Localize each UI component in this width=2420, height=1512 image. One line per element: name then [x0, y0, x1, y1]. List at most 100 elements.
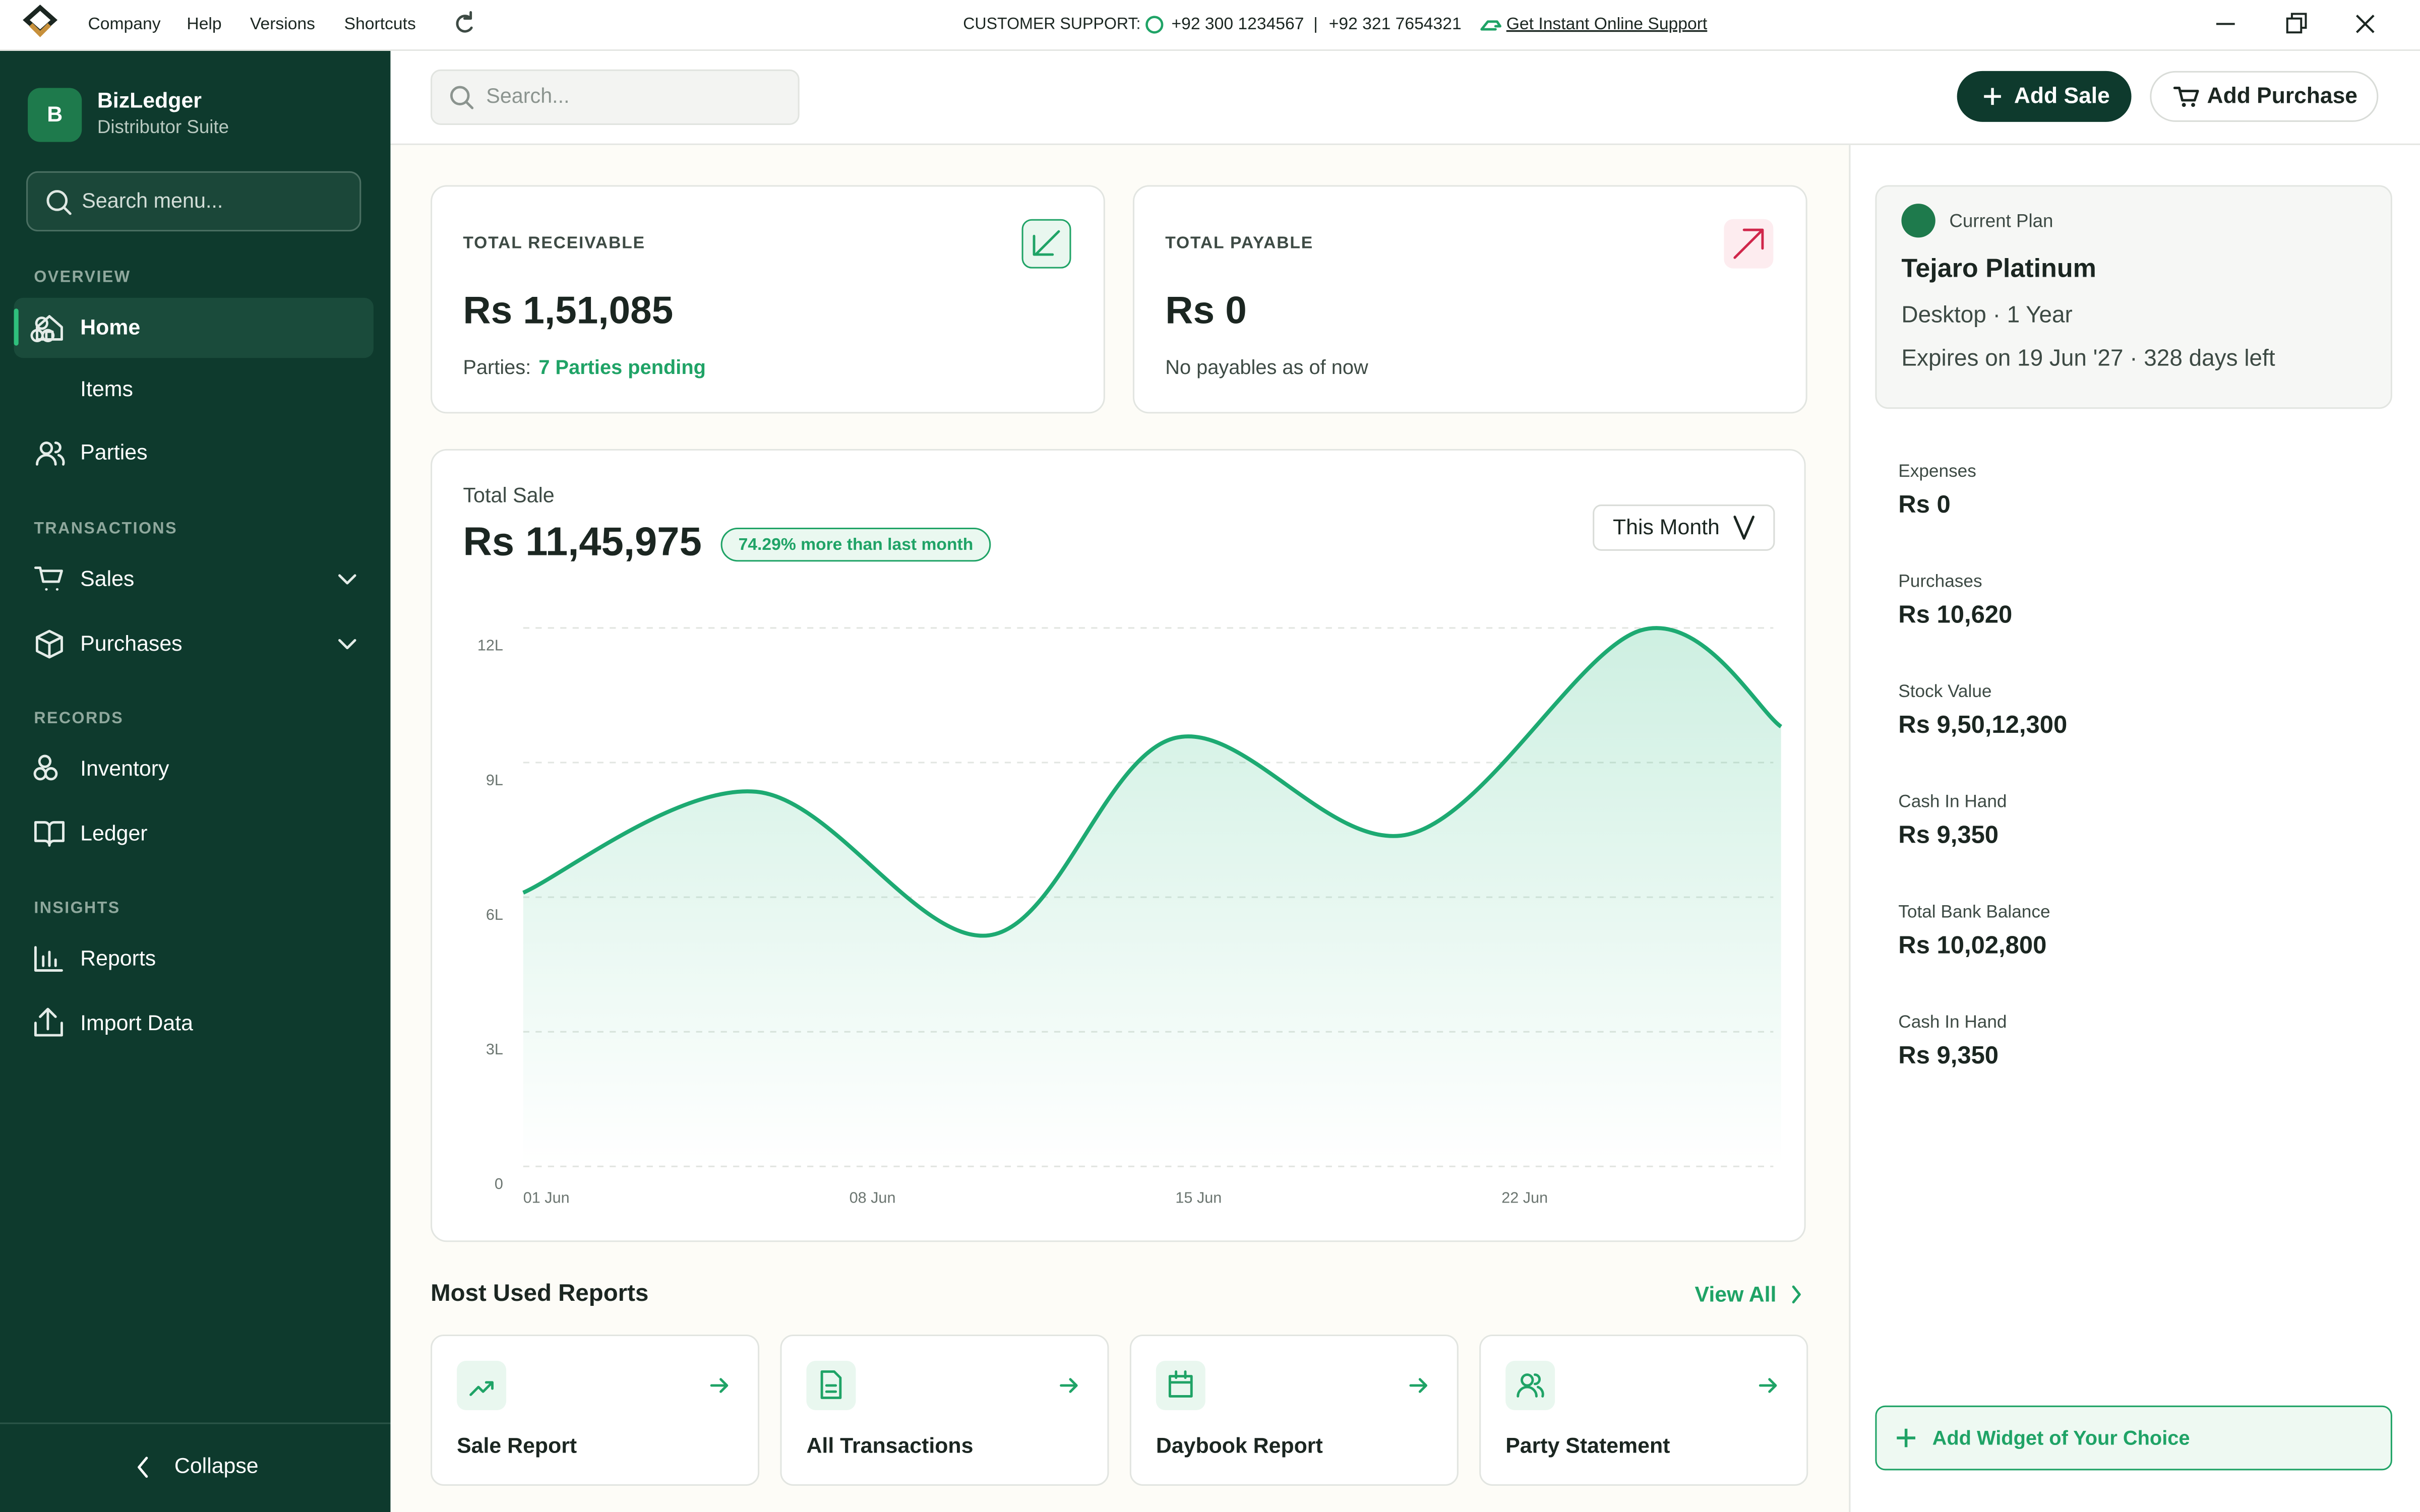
plan-card [1875, 185, 2392, 409]
card-note-link[interactable]: 7 Parties pending [538, 356, 706, 379]
report-icon [820, 1370, 842, 1399]
stat-value: Rs 9,350 [1898, 1042, 1999, 1069]
y-tick-label: 3L [486, 1041, 503, 1058]
nav-item[interactable]: Import Data [80, 1011, 193, 1035]
report-arrow [1409, 1378, 1428, 1393]
nav-item[interactable]: Ledger [80, 821, 147, 845]
report-label: Sale Report [457, 1434, 577, 1458]
plan-details: Desktop · 1 Year [1901, 301, 2072, 328]
menu-item[interactable]: Help [187, 15, 221, 33]
y-tick-label: 12L [477, 637, 503, 654]
stat-label: Expenses [1898, 461, 1976, 481]
stat-label: Purchases [1898, 572, 1982, 591]
stat-label: Cash In Hand [1898, 792, 2007, 811]
phone: +92 321 7654321 [1329, 15, 1462, 33]
report-card-bg [1479, 1334, 1808, 1486]
add-sale-label: Add Sale [2014, 84, 2110, 108]
whatsapp-icon [1145, 16, 1164, 34]
sales-chart: 0 3L 6L 9L 12L 01 Jun 08 Jun 15 Jun 22 Jun [477, 626, 1783, 1207]
report-icon-bg [1156, 1361, 1205, 1410]
stat-label: Stock Value [1898, 681, 1991, 701]
badge [720, 527, 991, 562]
plan-dot [1901, 204, 1935, 238]
sales-line [522, 626, 1783, 938]
badge-text: 74.29% more than last month [739, 535, 974, 554]
period-select[interactable]: This Month [1593, 505, 1775, 551]
stat-value: Rs 0 [1898, 491, 1950, 518]
report-arrow [1759, 1378, 1777, 1393]
sales-area [523, 628, 1781, 1167]
brand-name: BizLedger [97, 88, 202, 112]
separator: | [1313, 15, 1318, 33]
nav-section-title: TRANSACTIONS [34, 519, 177, 537]
receivable-card: TOTAL RECEIVABLE Rs 1,51,085 Parties: 7 … [431, 185, 1105, 414]
nav-item[interactable]: Home [80, 315, 140, 339]
card-amount: Rs 1,51,085 [463, 289, 673, 332]
menu-search[interactable] [26, 171, 361, 232]
nav-icon [36, 629, 63, 659]
nav-item[interactable]: Reports [80, 946, 156, 970]
nav-item[interactable]: Sales [80, 566, 134, 591]
stats-list: Expenses Rs 0 Purchases Rs 10,620 Stock Valu… [1898, 461, 2067, 1069]
nav-icon [34, 821, 65, 847]
report-card[interactable]: Party Statement [1479, 1334, 1808, 1486]
report-label: Party Statement [1505, 1434, 1670, 1458]
view-all-link[interactable]: View All [1695, 1283, 1777, 1307]
nav-icon [34, 1007, 63, 1037]
card-note: No payables as of now [1165, 356, 1368, 379]
card-title: TOTAL RECEIVABLE [463, 234, 645, 253]
card-note-label: Parties: [463, 356, 531, 379]
view-all-icon [1792, 1285, 1801, 1304]
x-tick-label: 08 Jun [850, 1189, 896, 1207]
plan-name: Tejaro Platinum [1901, 254, 2096, 283]
nav-icon [30, 317, 55, 342]
payable-card: TOTAL PAYABLE Rs 0 No payables as of now [1132, 185, 1807, 414]
menu-item[interactable]: Company [88, 15, 160, 33]
nav-item[interactable]: Parties [80, 440, 147, 464]
nav-icon [36, 442, 65, 466]
add-purchase-button[interactable]: Add Purchase [2150, 71, 2379, 122]
nav-icon [33, 754, 58, 781]
refresh-icon[interactable] [456, 11, 473, 33]
close-button[interactable] [2355, 15, 2375, 33]
y-tick-label: 9L [486, 772, 503, 789]
card-amount: Rs 0 [1165, 289, 1247, 332]
stat-label: Total Bank Balance [1898, 902, 2050, 921]
report-card-bg [780, 1334, 1109, 1486]
sidebar-nav: OVERVIEW Home Items Parties TRANSACTIONS Sale… [14, 268, 374, 1037]
report-card[interactable]: All Transactions [780, 1334, 1109, 1486]
online-support-link[interactable]: Get Instant Online Support [1506, 15, 1708, 33]
add-widget-button[interactable]: Add Widget of Your Choice [1875, 1405, 2392, 1471]
collapse-button[interactable]: Collapse [174, 1454, 259, 1478]
nav-section-title: OVERVIEW [34, 268, 131, 286]
collapse-icon [138, 1457, 148, 1478]
stat-value: Rs 10,02,800 [1898, 931, 2046, 959]
menu-item[interactable]: Versions [250, 15, 315, 33]
report-icon-bg [457, 1361, 507, 1410]
nav-section-title: INSIGHTS [34, 899, 120, 917]
nav-section-title: RECORDS [34, 709, 124, 727]
search-box[interactable] [431, 69, 800, 125]
report-card-bg [431, 1334, 760, 1486]
report-arrow [710, 1378, 729, 1393]
x-tick-label: 15 Jun [1175, 1189, 1222, 1207]
report-card[interactable]: Sale Report [431, 1334, 760, 1486]
menu-search-placeholder: Search menu... [82, 189, 223, 212]
stat-value: Rs 9,350 [1898, 822, 1999, 849]
stat-value: Rs 10,620 [1898, 601, 2012, 628]
stat-label: Cash In Hand [1898, 1012, 2007, 1032]
report-card[interactable]: Daybook Report [1129, 1334, 1459, 1486]
report-icon [1517, 1373, 1544, 1398]
card-title: TOTAL PAYABLE [1165, 234, 1313, 253]
nav-item[interactable]: Items [80, 377, 133, 401]
nav-item[interactable]: Inventory [80, 757, 169, 781]
add-sale-button[interactable]: Add Sale [1957, 71, 2132, 122]
search-icon [46, 190, 72, 215]
nav-item[interactable]: Purchases [80, 632, 182, 656]
app-logo [23, 5, 58, 37]
restore-button[interactable] [2286, 13, 2307, 34]
menu-item[interactable]: Shortcuts [344, 15, 416, 33]
nav-chevron [338, 574, 356, 585]
search-placeholder: Search... [486, 84, 569, 107]
